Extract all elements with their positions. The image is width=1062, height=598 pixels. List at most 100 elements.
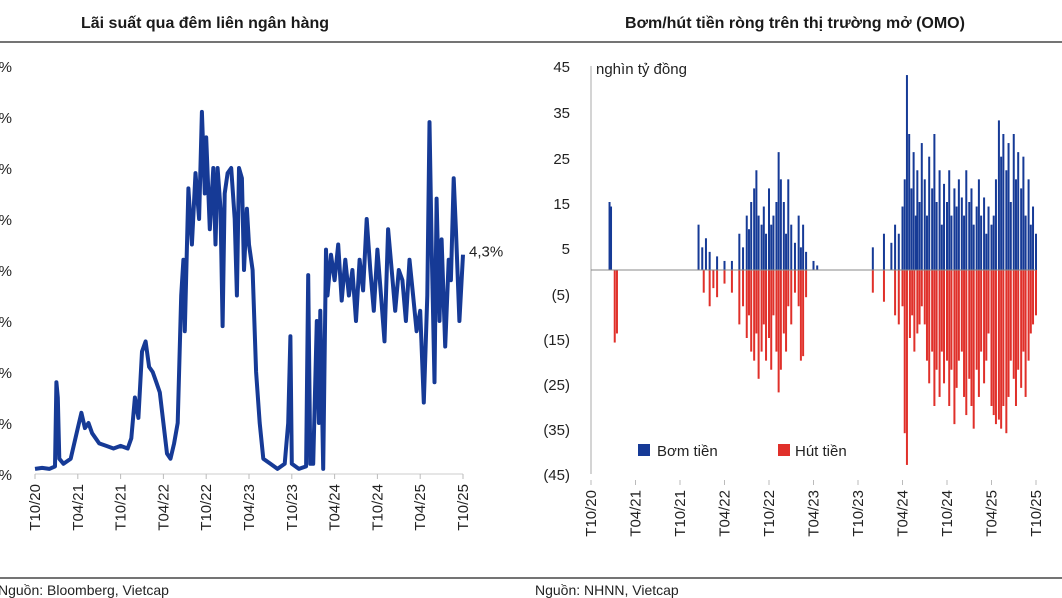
left-chart: 0% 1% 2% 3% 4% 5% 6% 7% 8% T10/20 T04/21 T10/21 T04/… [0,59,503,531]
bar-bom-tien [787,179,790,270]
bar-hut-tien [738,270,741,325]
bar-bom-tien [790,224,793,270]
x-tick-label: T10/25 [1028,490,1045,537]
bar-hut-tien [994,270,997,425]
x-tick-label: T10/21 [672,490,689,537]
y-tick-label: 7% [0,110,12,127]
bar-hut-tien [965,270,968,416]
bar-hut-tien [972,270,975,429]
bar-bom-tien [745,215,748,270]
bar-hut-tien [745,270,748,338]
bar-hut-tien [785,270,788,352]
bar-bom-tien [1014,179,1017,270]
bar-hut-tien [799,270,802,361]
bar-bom-tien [977,179,980,270]
bar-hut-tien [1017,270,1020,370]
bar-bom-tien [940,224,943,270]
bar-bom-tien [925,215,928,270]
bar-hut-tien [613,270,616,343]
bar-hut-tien [712,270,715,289]
bar-bom-tien [960,197,963,270]
x-tick-label: T10/25 [455,484,472,531]
bar-hut-tien [747,270,750,316]
bar-bom-tien [1012,134,1015,270]
bar-hut-tien [946,270,948,361]
bar-bom-tien [1017,152,1020,270]
interbank-rate-line [34,109,465,471]
y-tick-label: 6% [0,161,12,178]
bar-hut-tien [918,270,921,325]
legend-swatch-hut-tien [778,444,790,456]
bar-bom-tien [905,75,908,270]
bar-bom-tien [765,233,768,270]
bar-hut-tien [975,270,978,370]
bar-hut-tien [977,270,980,397]
bar-hut-tien [779,270,782,370]
bar-hut-tien [708,270,711,307]
x-tick-label: T10/23 [850,490,867,537]
y-tick-label: 5 [562,241,570,258]
bar-hut-tien [968,270,971,379]
bar-bom-tien [812,260,815,270]
bar-hut-tien [992,270,995,416]
bar-bom-tien [768,188,770,270]
bar-bom-tien [946,202,948,270]
bar-bom-tien [901,206,904,270]
bar-bom-tien [980,215,983,270]
legend-label-bom-tien: Bơm tiền [657,443,718,460]
bar-bom-tien [608,202,611,270]
bar-hut-tien [953,270,956,425]
x-tick-label: T04/21 [628,490,645,537]
bar-bom-tien [1029,224,1032,270]
bar-bom-tien [938,170,941,270]
bar-hut-tien [777,270,780,393]
bar-hut-tien [983,270,986,384]
bar-hut-tien [948,270,951,406]
bar-bom-tien [955,206,958,270]
bar-hut-tien [1027,270,1030,361]
bar-hut-tien [882,270,885,302]
bar-bom-tien [928,156,931,270]
bar-bom-tien [994,179,997,270]
bar-hut-tien [1002,270,1005,406]
x-tick-label: T04/23 [241,484,258,531]
y-tick-label: 3% [0,314,12,331]
bar-hut-tien [960,270,963,352]
bar-bom-tien [918,202,921,270]
bar-hut-tien [790,270,793,325]
bar-hut-tien [901,270,904,307]
bar-bom-tien [1035,233,1037,270]
bar-hut-tien [990,270,993,406]
y-tick-label: 0% [0,467,12,484]
bar-bom-tien [757,215,760,270]
bar-bom-tien [970,188,973,270]
right-chart-title: Bơm/hút tiền ròng trên thị trường mở (OM… [625,15,965,32]
y-tick-label: 25 [553,151,570,168]
bar-bom-tien [933,134,936,270]
bar-hut-tien [753,270,756,361]
bar-bom-tien [779,179,782,270]
bar-bom-tien [935,202,938,270]
bar-bom-tien [975,206,978,270]
bar-hut-tien [750,270,753,352]
bar-hut-tien [916,270,919,334]
bar-bom-tien [793,242,796,270]
bar-hut-tien [1024,270,1027,397]
bar-hut-tien [615,270,618,334]
bar-bom-tien [916,170,919,270]
x-tick-label: T10/20 [27,484,44,531]
bar-bom-tien [701,247,704,270]
bar-hut-tien [935,270,938,370]
bar-bom-tien [708,251,711,270]
right-source: Nguồn: NHNN, Vietcap [535,582,679,598]
x-tick-label: T04/21 [70,484,87,531]
bar-hut-tien [723,270,726,284]
bar-hut-tien [1000,270,1003,429]
bar-bom-tien [1005,170,1008,270]
x-tick-label: T10/24 [369,484,386,531]
bar-bom-tien [903,179,906,270]
y-tick-label: (5) [552,287,570,304]
bar-hut-tien [1012,270,1015,379]
x-tick-label: T04/22 [155,484,172,531]
